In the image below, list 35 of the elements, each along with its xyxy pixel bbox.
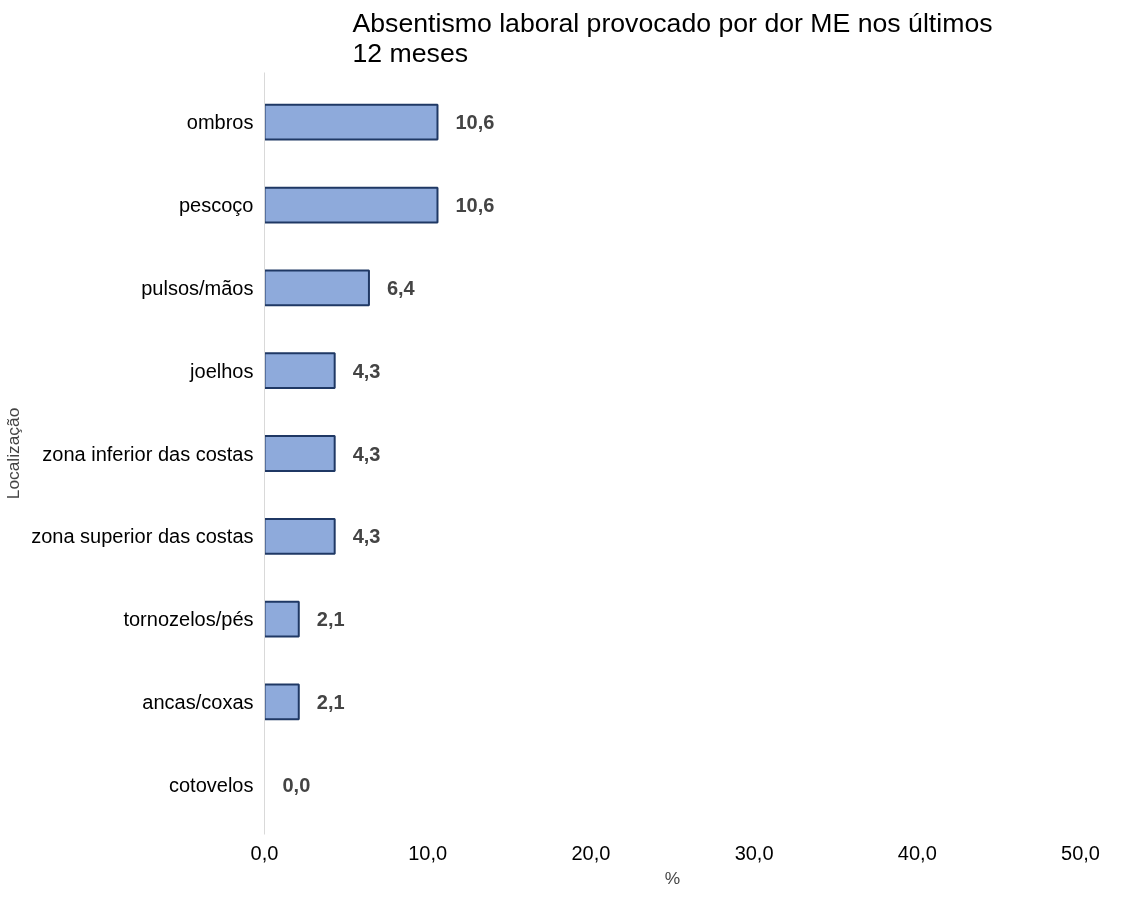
data-label: 10,6 bbox=[455, 194, 495, 217]
x-tick-label: 10,0 bbox=[408, 841, 448, 864]
x-tick-label: 0,0 bbox=[250, 841, 279, 864]
bar bbox=[264, 103, 439, 141]
y-tick-label: cotovelos bbox=[169, 773, 254, 796]
y-tick-label: pescoço bbox=[179, 194, 254, 217]
data-label: 10,6 bbox=[455, 111, 495, 134]
chart-title: Absentismo laboral provocado por dor ME nos últimos 12 meses bbox=[352, 7, 993, 68]
data-label: 4,3 bbox=[352, 442, 381, 465]
bar bbox=[264, 435, 336, 472]
bar bbox=[264, 352, 336, 390]
bar bbox=[264, 269, 370, 307]
data-label: 0,0 bbox=[282, 773, 311, 796]
x-tick-label: 30,0 bbox=[734, 841, 774, 864]
bar bbox=[264, 600, 300, 638]
bar bbox=[264, 517, 336, 555]
data-label: 4,3 bbox=[352, 359, 381, 382]
data-label: 6,4 bbox=[386, 276, 416, 299]
y-tick-label: pulsos/mãos bbox=[141, 276, 254, 299]
y-tick-label: joelhos bbox=[189, 359, 254, 382]
y-tick-label: ancas/coxas bbox=[142, 690, 254, 713]
data-label: 2,1 bbox=[316, 608, 345, 631]
y-axis-title: Localização bbox=[3, 407, 24, 500]
data-label: 2,1 bbox=[316, 690, 345, 713]
x-axis-title: % bbox=[664, 867, 681, 888]
x-tick-label: 40,0 bbox=[897, 841, 937, 864]
y-tick-label: zona superior das costas bbox=[31, 525, 254, 548]
x-tick-label: 50,0 bbox=[1061, 841, 1100, 864]
y-tick-label: zona inferior das costas bbox=[42, 442, 254, 465]
bar bbox=[264, 683, 300, 721]
y-tick-label: tornozelos/pés bbox=[123, 608, 254, 631]
y-tick-label: ombros bbox=[186, 111, 254, 134]
data-label: 4,3 bbox=[352, 525, 381, 548]
bar bbox=[264, 186, 439, 224]
x-tick-label: 20,0 bbox=[571, 841, 611, 864]
